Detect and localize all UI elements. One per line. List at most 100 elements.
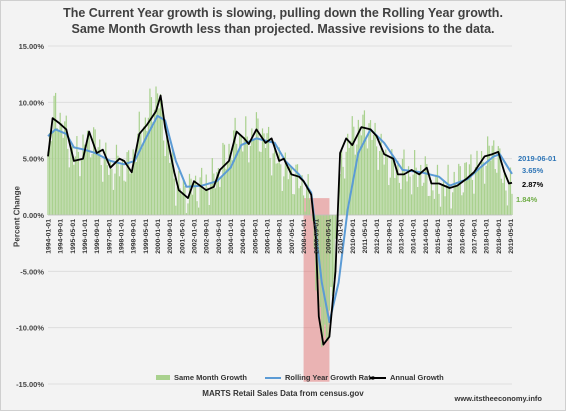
same-month-bar [86, 130, 89, 215]
same-month-bar [484, 183, 486, 215]
same-month-bar [304, 211, 306, 215]
same-month-bar [429, 195, 431, 215]
same-month-bar [420, 164, 422, 215]
y-tick-label: -15.00% [16, 380, 44, 389]
same-month-bar [421, 185, 423, 215]
same-month-bar [357, 119, 359, 215]
same-month-bar [254, 138, 256, 215]
same-month-bar [217, 168, 219, 215]
same-month-bar [47, 151, 49, 215]
x-tick-label: 2007-05-01 [289, 219, 296, 254]
same-month-bar [173, 178, 175, 215]
same-month-bar [89, 157, 92, 215]
same-month-bar [324, 215, 326, 325]
x-tick-label: 2011-05-01 [362, 219, 369, 254]
x-tick-label: 2012-01-01 [374, 219, 381, 254]
same-month-bar [444, 196, 446, 215]
same-month-bar [220, 176, 223, 215]
same-month-bar [239, 134, 241, 215]
same-month-bar [389, 177, 391, 215]
x-tick-label: 1997-05-01 [106, 219, 113, 254]
same-month-bar [105, 142, 107, 215]
x-tick-label: 2016-09-01 [459, 219, 466, 254]
same-month-bar [412, 174, 414, 215]
same-month-bar [375, 146, 378, 215]
same-month-bar [117, 155, 119, 215]
same-month-bar [93, 127, 95, 215]
same-month-bar [449, 183, 451, 215]
legend-swatch-annual [370, 376, 386, 379]
same-month-bar [388, 185, 390, 215]
same-month-bar [490, 160, 492, 215]
same-month-bar [198, 207, 200, 215]
same-month-bar [150, 97, 153, 215]
same-month-bar [403, 149, 405, 215]
same-month-bar [450, 208, 452, 215]
same-month-bar [281, 190, 283, 215]
same-month-bar [65, 115, 67, 215]
same-month-bar [205, 174, 207, 215]
x-tick-label: 2019-05-01 [508, 219, 515, 254]
same-month-bar [368, 123, 370, 215]
same-month-bar [187, 203, 189, 215]
same-month-bar [277, 163, 279, 215]
x-tick-label: 2013-05-01 [398, 219, 405, 254]
same-month-bar [201, 167, 203, 215]
same-month-bar [159, 94, 162, 215]
same-month-bar [397, 160, 399, 215]
same-month-bar [491, 145, 493, 215]
same-month-bar [383, 164, 385, 215]
same-month-bar [400, 189, 402, 215]
same-month-bar [134, 154, 136, 215]
x-tick-label: 2018-09-01 [496, 219, 503, 254]
same-month-bar [51, 130, 54, 215]
same-month-bar [404, 175, 407, 215]
same-month-bar [274, 144, 276, 215]
same-month-bar [56, 127, 58, 215]
same-month-bar [438, 193, 440, 215]
x-tick-label: 2010-01-01 [338, 219, 345, 254]
x-tick-label: 1995-05-01 [70, 219, 77, 254]
same-month-bar [356, 144, 358, 215]
same-month-bar [366, 148, 369, 215]
same-month-bar [129, 173, 131, 215]
same-month-bar [123, 180, 125, 215]
same-month-bar [401, 158, 404, 215]
same-month-bar [292, 193, 294, 215]
same-month-bar [158, 108, 160, 215]
same-month-bar [353, 126, 355, 215]
same-month-bar [185, 213, 188, 215]
same-month-bar [124, 181, 127, 215]
same-month-bar [348, 147, 350, 215]
same-month-bar [228, 143, 230, 215]
same-month-bar [423, 182, 425, 215]
same-month-bar [132, 149, 134, 215]
same-month-bar [345, 151, 347, 215]
same-month-bar [488, 145, 490, 215]
same-month-bar [330, 215, 332, 287]
same-month-bar [102, 181, 104, 215]
same-month-bar [144, 117, 146, 215]
x-tick-label: 2012-09-01 [386, 219, 393, 254]
same-month-bar [497, 146, 499, 215]
same-month-bar [204, 190, 206, 215]
same-month-bar [240, 135, 242, 215]
same-month-bar [267, 126, 270, 215]
x-tick-label: 2016-01-01 [447, 219, 454, 254]
legend-item-same-month: Same Month Growth [156, 373, 247, 382]
same-month-bar [485, 165, 487, 215]
same-month-bar [214, 188, 216, 215]
legend-swatch-rolling [265, 376, 281, 379]
same-month-bar [480, 151, 483, 215]
same-month-bar [138, 111, 140, 215]
same-month-bar [342, 166, 344, 215]
same-month-bar [477, 167, 480, 215]
same-month-bar [331, 215, 334, 297]
same-month-bar [278, 147, 280, 215]
same-month-bar [261, 128, 264, 215]
same-month-bar [284, 152, 286, 215]
same-month-bar [391, 149, 393, 215]
same-month-bar [64, 121, 66, 215]
same-month-bar [245, 116, 247, 215]
